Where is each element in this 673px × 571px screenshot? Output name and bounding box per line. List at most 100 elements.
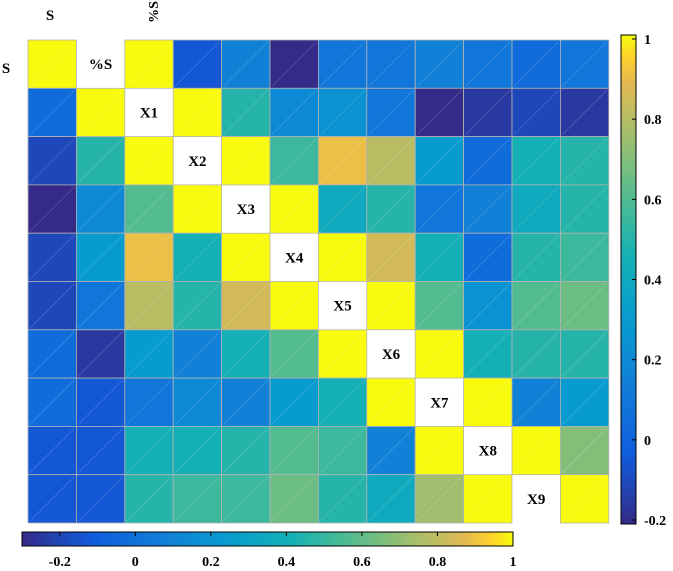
heatmap-cell bbox=[414, 281, 465, 331]
cell-diagonal-line bbox=[416, 331, 462, 377]
cell-diagonal-line bbox=[29, 379, 75, 425]
colorbar-bottom-tick-label: -0.2 bbox=[49, 555, 71, 570]
cell-diagonal-line bbox=[320, 186, 366, 232]
heatmap-cell bbox=[172, 232, 222, 282]
cell-diagonal-line bbox=[465, 331, 511, 377]
heatmap-cell bbox=[27, 232, 77, 282]
heatmap-cell bbox=[560, 281, 610, 331]
heatmap-cell bbox=[172, 329, 222, 379]
colorbar-bottom-tick-label: 0.2 bbox=[202, 555, 220, 570]
heatmap-cell bbox=[221, 87, 271, 138]
cell-diagonal-line bbox=[465, 283, 511, 329]
heatmap-cell bbox=[221, 136, 271, 186]
cell-diagonal-line bbox=[78, 476, 124, 522]
colorbar-right-tick-label: 0 bbox=[644, 434, 651, 449]
heatmap-cell bbox=[511, 184, 561, 234]
cell-diagonal-line bbox=[29, 41, 75, 87]
heatmap-cell bbox=[560, 425, 610, 476]
cell-diagonal-line bbox=[174, 283, 220, 329]
cell-diagonal-line bbox=[368, 476, 414, 522]
cell-diagonal-line bbox=[320, 234, 366, 280]
cell-diagonal-line bbox=[223, 41, 269, 87]
heatmap-cell bbox=[511, 425, 561, 476]
cell-diagonal-line bbox=[78, 186, 124, 232]
heatmap-cell bbox=[511, 329, 561, 379]
diagonal-label: X7 bbox=[430, 395, 449, 411]
cell-diagonal-line bbox=[513, 428, 559, 473]
heatmap-cell bbox=[414, 87, 465, 138]
cell-diagonal-line bbox=[368, 283, 414, 329]
cell-diagonal-line bbox=[368, 428, 414, 473]
cell-diagonal-line bbox=[174, 41, 220, 87]
cell-diagonal-line bbox=[174, 476, 220, 522]
colorbar-bottom: -0.2 0 0.2 0.4 0.6 0.8 1 bbox=[21, 531, 517, 570]
cell-diagonal-line bbox=[320, 476, 366, 522]
cell-diagonal-line bbox=[223, 283, 269, 329]
cell-diagonal-line bbox=[562, 428, 608, 473]
heatmap-cell bbox=[511, 39, 561, 89]
cell-diagonal-line bbox=[29, 476, 75, 522]
cell-diagonal-line bbox=[465, 138, 511, 184]
colorbar-bottom-tick-label: 0 bbox=[132, 555, 139, 570]
heatmap-cell bbox=[172, 474, 222, 524]
heatmap-cell bbox=[560, 329, 610, 379]
diagonal-label: X9 bbox=[527, 492, 545, 508]
heatmap-cell bbox=[269, 281, 319, 331]
heatmap-cell bbox=[317, 377, 368, 427]
cell-diagonal-line bbox=[271, 428, 317, 473]
heatmap-cell bbox=[317, 39, 368, 89]
heatmap-cell bbox=[560, 39, 610, 89]
heatmap-cell bbox=[414, 329, 465, 379]
heatmap-cell bbox=[124, 425, 174, 476]
colorbar-right-tick-label: 0.8 bbox=[644, 113, 662, 128]
heatmap-cell bbox=[221, 232, 271, 282]
colorbar-bottom-tick-label: 0.6 bbox=[353, 555, 371, 570]
heatmap-cell bbox=[317, 425, 368, 476]
cell-diagonal-line bbox=[271, 186, 317, 232]
heatmap-cell bbox=[76, 425, 126, 476]
heatmap-cell bbox=[366, 39, 416, 89]
cell-diagonal-line bbox=[513, 379, 559, 425]
heatmap-cell bbox=[366, 281, 416, 331]
cell-diagonal-line bbox=[174, 234, 220, 280]
heatmap-cell bbox=[463, 184, 513, 234]
heatmap-cell bbox=[463, 136, 513, 186]
cell-diagonal-line bbox=[271, 41, 317, 87]
cell-diagonal-line bbox=[416, 186, 462, 232]
cell-diagonal-line bbox=[126, 283, 172, 329]
heatmap-cells bbox=[27, 39, 610, 524]
cell-diagonal-line bbox=[320, 331, 366, 377]
heatmap-cell bbox=[511, 232, 561, 282]
colorbar-bottom-tick-label: 0.4 bbox=[278, 555, 296, 570]
colorbar-right-tick-label: 0.2 bbox=[644, 354, 662, 369]
heatmap-cell bbox=[414, 425, 465, 476]
cell-diagonal-line bbox=[416, 283, 462, 329]
cell-diagonal-line bbox=[223, 331, 269, 377]
heatmap-cell bbox=[269, 184, 319, 234]
cell-diagonal-line bbox=[320, 428, 366, 473]
cell-diagonal-line bbox=[368, 234, 414, 280]
diagonal-label: X5 bbox=[333, 299, 351, 315]
heatmap-cell bbox=[317, 232, 368, 282]
cell-diagonal-line bbox=[271, 331, 317, 377]
heatmap-cell bbox=[27, 474, 77, 524]
heatmap-cell bbox=[463, 474, 513, 524]
cell-diagonal-line bbox=[320, 138, 366, 184]
cell-diagonal-line bbox=[174, 379, 220, 425]
cell-diagonal-line bbox=[271, 476, 317, 522]
heatmap-cell bbox=[317, 474, 368, 524]
cell-diagonal-line bbox=[78, 138, 124, 184]
cell-diagonal-line bbox=[78, 331, 124, 377]
heatmap-cell bbox=[511, 377, 561, 427]
colorbar-bottom-tick-label: 1 bbox=[510, 555, 517, 570]
heatmap-cell bbox=[560, 136, 610, 186]
heatmap-cell bbox=[269, 377, 319, 427]
heatmap-cell bbox=[414, 474, 465, 524]
cell-diagonal-line bbox=[465, 234, 511, 280]
cell-diagonal-line bbox=[562, 234, 608, 280]
diagonal-label: X1 bbox=[140, 105, 158, 121]
cell-diagonal-line bbox=[29, 234, 75, 280]
heatmap-cell bbox=[317, 136, 368, 186]
cell-diagonal-line bbox=[465, 186, 511, 232]
